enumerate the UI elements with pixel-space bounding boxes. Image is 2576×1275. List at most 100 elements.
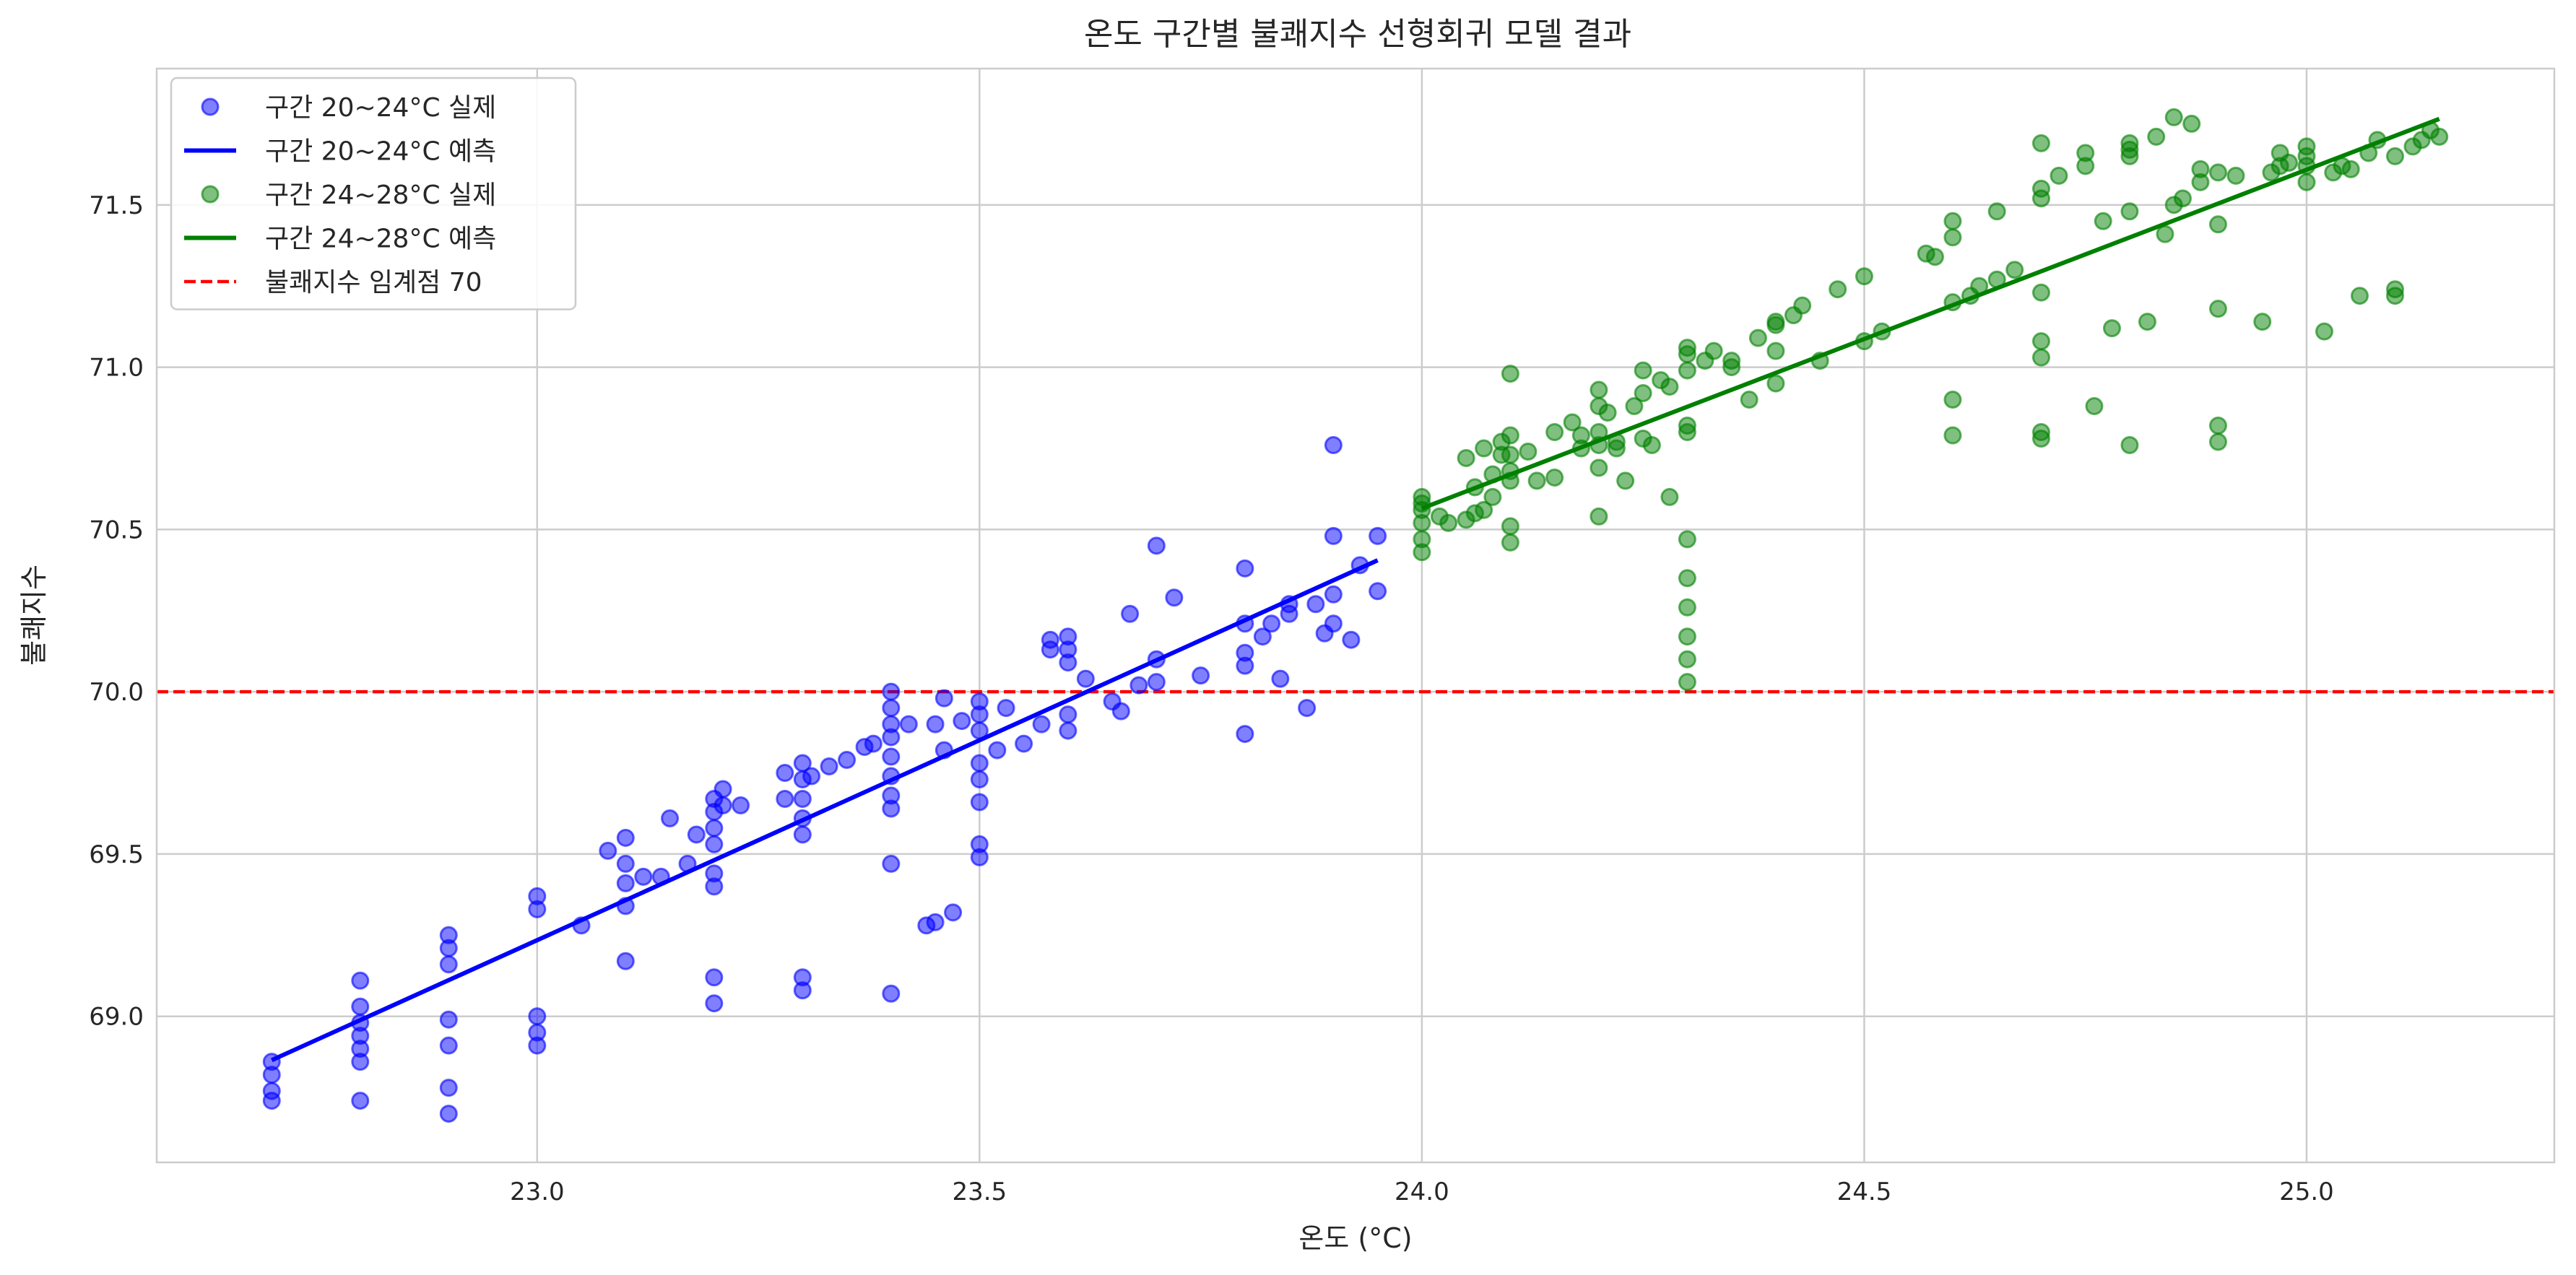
series-2 xyxy=(1413,108,2449,692)
data-point xyxy=(926,913,945,931)
data-point xyxy=(944,903,963,922)
data-point xyxy=(2315,322,2333,341)
data-point xyxy=(2120,435,2139,454)
data-point xyxy=(2031,283,2050,302)
data-point xyxy=(2208,432,2227,451)
data-point xyxy=(1678,339,1696,357)
data-point xyxy=(1298,699,1317,718)
data-point xyxy=(439,1010,458,1029)
data-point xyxy=(1111,702,1130,721)
data-point xyxy=(528,887,547,905)
data-point xyxy=(2430,127,2449,146)
data-point xyxy=(2102,319,2121,338)
data-point xyxy=(616,952,635,970)
data-point xyxy=(882,682,901,701)
data-point xyxy=(1236,643,1254,662)
data-point xyxy=(528,1007,547,1026)
regression-line xyxy=(271,558,1379,1063)
data-point xyxy=(439,1105,458,1123)
data-point xyxy=(1590,380,1608,399)
data-point xyxy=(1634,361,1652,380)
data-point xyxy=(2208,300,2227,318)
data-point xyxy=(1236,725,1254,744)
data-point xyxy=(351,971,370,990)
legend-label: 구간 24~28°C 예측 xyxy=(265,225,496,254)
data-point xyxy=(1519,442,1538,461)
data-point xyxy=(1262,614,1281,633)
data-point xyxy=(1041,630,1059,649)
data-point xyxy=(802,767,821,786)
y-tick-label: 69.5 xyxy=(89,840,144,869)
data-point xyxy=(2191,160,2210,178)
data-point xyxy=(2120,202,2139,221)
data-point xyxy=(1571,426,1590,445)
data-point xyxy=(1501,426,1519,445)
legend-box xyxy=(170,77,577,310)
data-point xyxy=(1634,384,1652,403)
data-point xyxy=(2156,225,2174,243)
data-point xyxy=(2173,189,2192,208)
data-point xyxy=(732,796,750,814)
data-point xyxy=(953,712,971,731)
data-point xyxy=(687,825,706,844)
data-point xyxy=(970,692,989,711)
data-point xyxy=(1324,614,1343,633)
data-point xyxy=(2208,163,2227,182)
data-point xyxy=(1545,423,1564,442)
data-point xyxy=(616,874,635,892)
legend-entry: 구간 20~24°C 예측 xyxy=(184,137,496,167)
data-point xyxy=(1059,627,1077,646)
x-tick-label: 23.5 xyxy=(952,1178,1007,1206)
data-point xyxy=(882,715,901,734)
data-point xyxy=(1413,494,1431,513)
legend-label: 구간 20~24°C 예측 xyxy=(265,137,496,167)
data-point xyxy=(882,984,901,1003)
data-point xyxy=(2253,313,2272,331)
y-axis-label: 불쾌지수 xyxy=(18,565,50,666)
data-point xyxy=(439,1036,458,1055)
data-point xyxy=(1032,715,1051,734)
data-point xyxy=(882,786,901,805)
data-point xyxy=(1483,487,1502,506)
data-point xyxy=(899,715,918,734)
data-point xyxy=(793,754,812,773)
data-point xyxy=(1793,296,1812,315)
data-point xyxy=(1076,669,1095,688)
data-point xyxy=(1545,468,1564,487)
data-point xyxy=(926,715,945,734)
data-point xyxy=(997,699,1015,718)
data-point xyxy=(1943,212,1962,230)
data-point xyxy=(528,1023,547,1042)
x-tick-label: 24.5 xyxy=(1837,1178,1892,1206)
legend-label: 불쾌지수 임계점 70 xyxy=(265,268,482,297)
data-point xyxy=(1563,413,1582,432)
data-point xyxy=(1678,569,1696,588)
regression-line xyxy=(1421,116,2440,510)
data-point xyxy=(1943,426,1962,445)
y-tick-label: 71.0 xyxy=(89,354,144,383)
data-point xyxy=(1598,404,1617,422)
data-point xyxy=(599,841,617,860)
x-tick-label: 24.0 xyxy=(1395,1178,1449,1206)
data-point xyxy=(705,968,724,987)
x-axis-label: 온도 (°C) xyxy=(1298,1222,1412,1254)
data-point xyxy=(1253,627,1272,646)
data-point xyxy=(776,764,794,783)
data-point xyxy=(1590,458,1608,477)
data-point xyxy=(776,789,794,808)
data-point xyxy=(2385,287,2404,305)
data-point xyxy=(1660,487,1679,506)
data-point xyxy=(1829,280,1847,299)
data-point xyxy=(1766,341,1785,360)
data-point xyxy=(2085,397,2104,416)
data-point xyxy=(2031,332,2050,351)
data-point xyxy=(705,819,724,837)
data-point xyxy=(970,793,989,811)
data-point xyxy=(1987,202,2006,221)
data-point xyxy=(2120,140,2139,159)
y-axis-ticks: 69.0 69.5 70.0 70.5 71.0 71.5 xyxy=(89,191,144,1032)
data-point xyxy=(1642,435,1661,454)
data-point xyxy=(2005,261,2024,279)
